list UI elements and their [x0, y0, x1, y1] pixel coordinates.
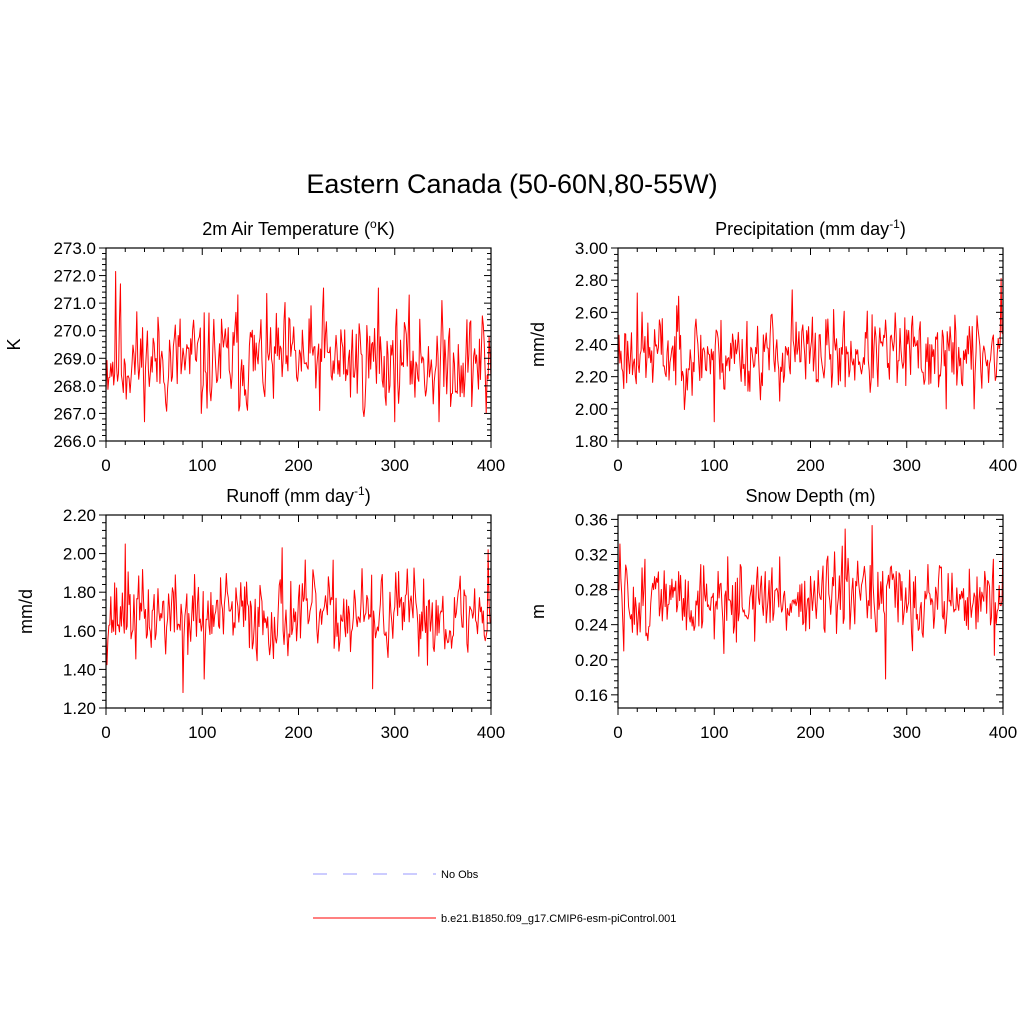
x-tick-label: 0 — [101, 723, 110, 742]
x-tick-label: 300 — [381, 723, 409, 742]
y-tick-label: 268.0 — [53, 377, 96, 396]
panel-1: 0 100 200 300 400 266.0 267.0 268.0 269.0 270.0 27… — [4, 217, 505, 475]
series-line — [617, 525, 1004, 680]
x-tick-label: 100 — [700, 723, 728, 742]
panels: 0 100 200 300 400 266.0 267.0 268.0 269.0 270.0 27… — [4, 217, 1017, 742]
panel-title: Snow Depth (m) — [745, 486, 875, 506]
y-tick-label: 1.60 — [63, 622, 96, 641]
y-tick-label: 1.80 — [63, 583, 96, 602]
y-axis-label: K — [4, 338, 24, 350]
series-line — [617, 278, 1004, 423]
x-tick-label: 200 — [284, 723, 312, 742]
x-tick-label: 400 — [477, 456, 505, 475]
y-tick-label: 271.0 — [53, 294, 96, 313]
y-tick-label: 269.0 — [53, 349, 96, 368]
legend: No Obs b.e21.B1850.f09_g17.CMIP6-esm-piCo… — [313, 869, 676, 925]
x-tick-label: 300 — [381, 456, 409, 475]
x-tick-label: 300 — [893, 456, 921, 475]
plot-frame — [105, 247, 492, 442]
series-line — [105, 543, 492, 694]
y-tick-label: 0.36 — [575, 510, 608, 529]
panel-title: Precipitation (mm day-1) — [715, 217, 906, 239]
y-tick-label: 1.20 — [63, 699, 96, 718]
x-tick-label: 100 — [188, 723, 216, 742]
y-tick-label: 2.40 — [575, 336, 608, 355]
main-title: Eastern Canada (50-60N,80-55W) — [306, 169, 717, 199]
x-tick-label: 400 — [477, 723, 505, 742]
panel-4: 0 100 200 300 400 0.16 0.20 0.24 0.28 0.32 0.36 m Sn… — [528, 486, 1017, 742]
x-tick-label: 400 — [989, 456, 1017, 475]
y-tick-label: 2.20 — [575, 368, 608, 387]
x-tick-label: 200 — [796, 723, 824, 742]
y-tick-label: 3.00 — [575, 239, 608, 258]
y-tick-label: 2.00 — [575, 400, 608, 419]
y-tick-label: 0.28 — [575, 581, 608, 600]
y-tick-label: 0.20 — [575, 651, 608, 670]
panel-title: Runoff (mm day-1) — [226, 484, 370, 506]
x-tick-label: 300 — [893, 723, 921, 742]
y-axis-label: mm/d — [16, 589, 36, 634]
y-axis-label: m — [528, 604, 548, 619]
series-line — [105, 270, 492, 423]
y-tick-label: 2.00 — [63, 545, 96, 564]
x-tick-label: 0 — [613, 456, 622, 475]
y-tick-label: 0.24 — [575, 616, 608, 635]
y-tick-label: 2.60 — [575, 303, 608, 322]
y-tick-label: 273.0 — [53, 239, 96, 258]
panel-3: 0 100 200 300 400 1.20 1.40 1.60 1.80 2.00 2.20 mm/… — [16, 484, 505, 742]
y-tick-label: 0.32 — [575, 545, 608, 564]
y-tick-label: 2.80 — [575, 271, 608, 290]
plot-frame — [617, 514, 1004, 709]
y-axis-label: mm/d — [528, 322, 548, 367]
x-tick-label: 200 — [284, 456, 312, 475]
x-tick-label: 100 — [188, 456, 216, 475]
x-tick-label: 100 — [700, 456, 728, 475]
y-tick-label: 272.0 — [53, 267, 96, 286]
panel-2: 0 100 200 300 400 1.80 2.00 2.20 2.40 2.60 2.80 3.0… — [528, 217, 1017, 475]
y-tick-label: 267.0 — [53, 404, 96, 423]
legend-label: b.e21.B1850.f09_g17.CMIP6-esm-piControl.… — [441, 913, 676, 925]
y-tick-label: 1.40 — [63, 660, 96, 679]
y-tick-label: 266.0 — [53, 432, 96, 451]
y-tick-label: 1.80 — [575, 432, 608, 451]
x-tick-label: 0 — [101, 456, 110, 475]
x-tick-label: 400 — [989, 723, 1017, 742]
y-tick-label: 0.16 — [575, 686, 608, 705]
panel-title: 2m Air Temperature (oK) — [202, 217, 394, 239]
x-tick-label: 200 — [796, 456, 824, 475]
y-tick-label: 2.20 — [63, 506, 96, 525]
y-tick-label: 270.0 — [53, 322, 96, 341]
legend-label: No Obs — [441, 869, 479, 881]
x-tick-label: 0 — [613, 723, 622, 742]
